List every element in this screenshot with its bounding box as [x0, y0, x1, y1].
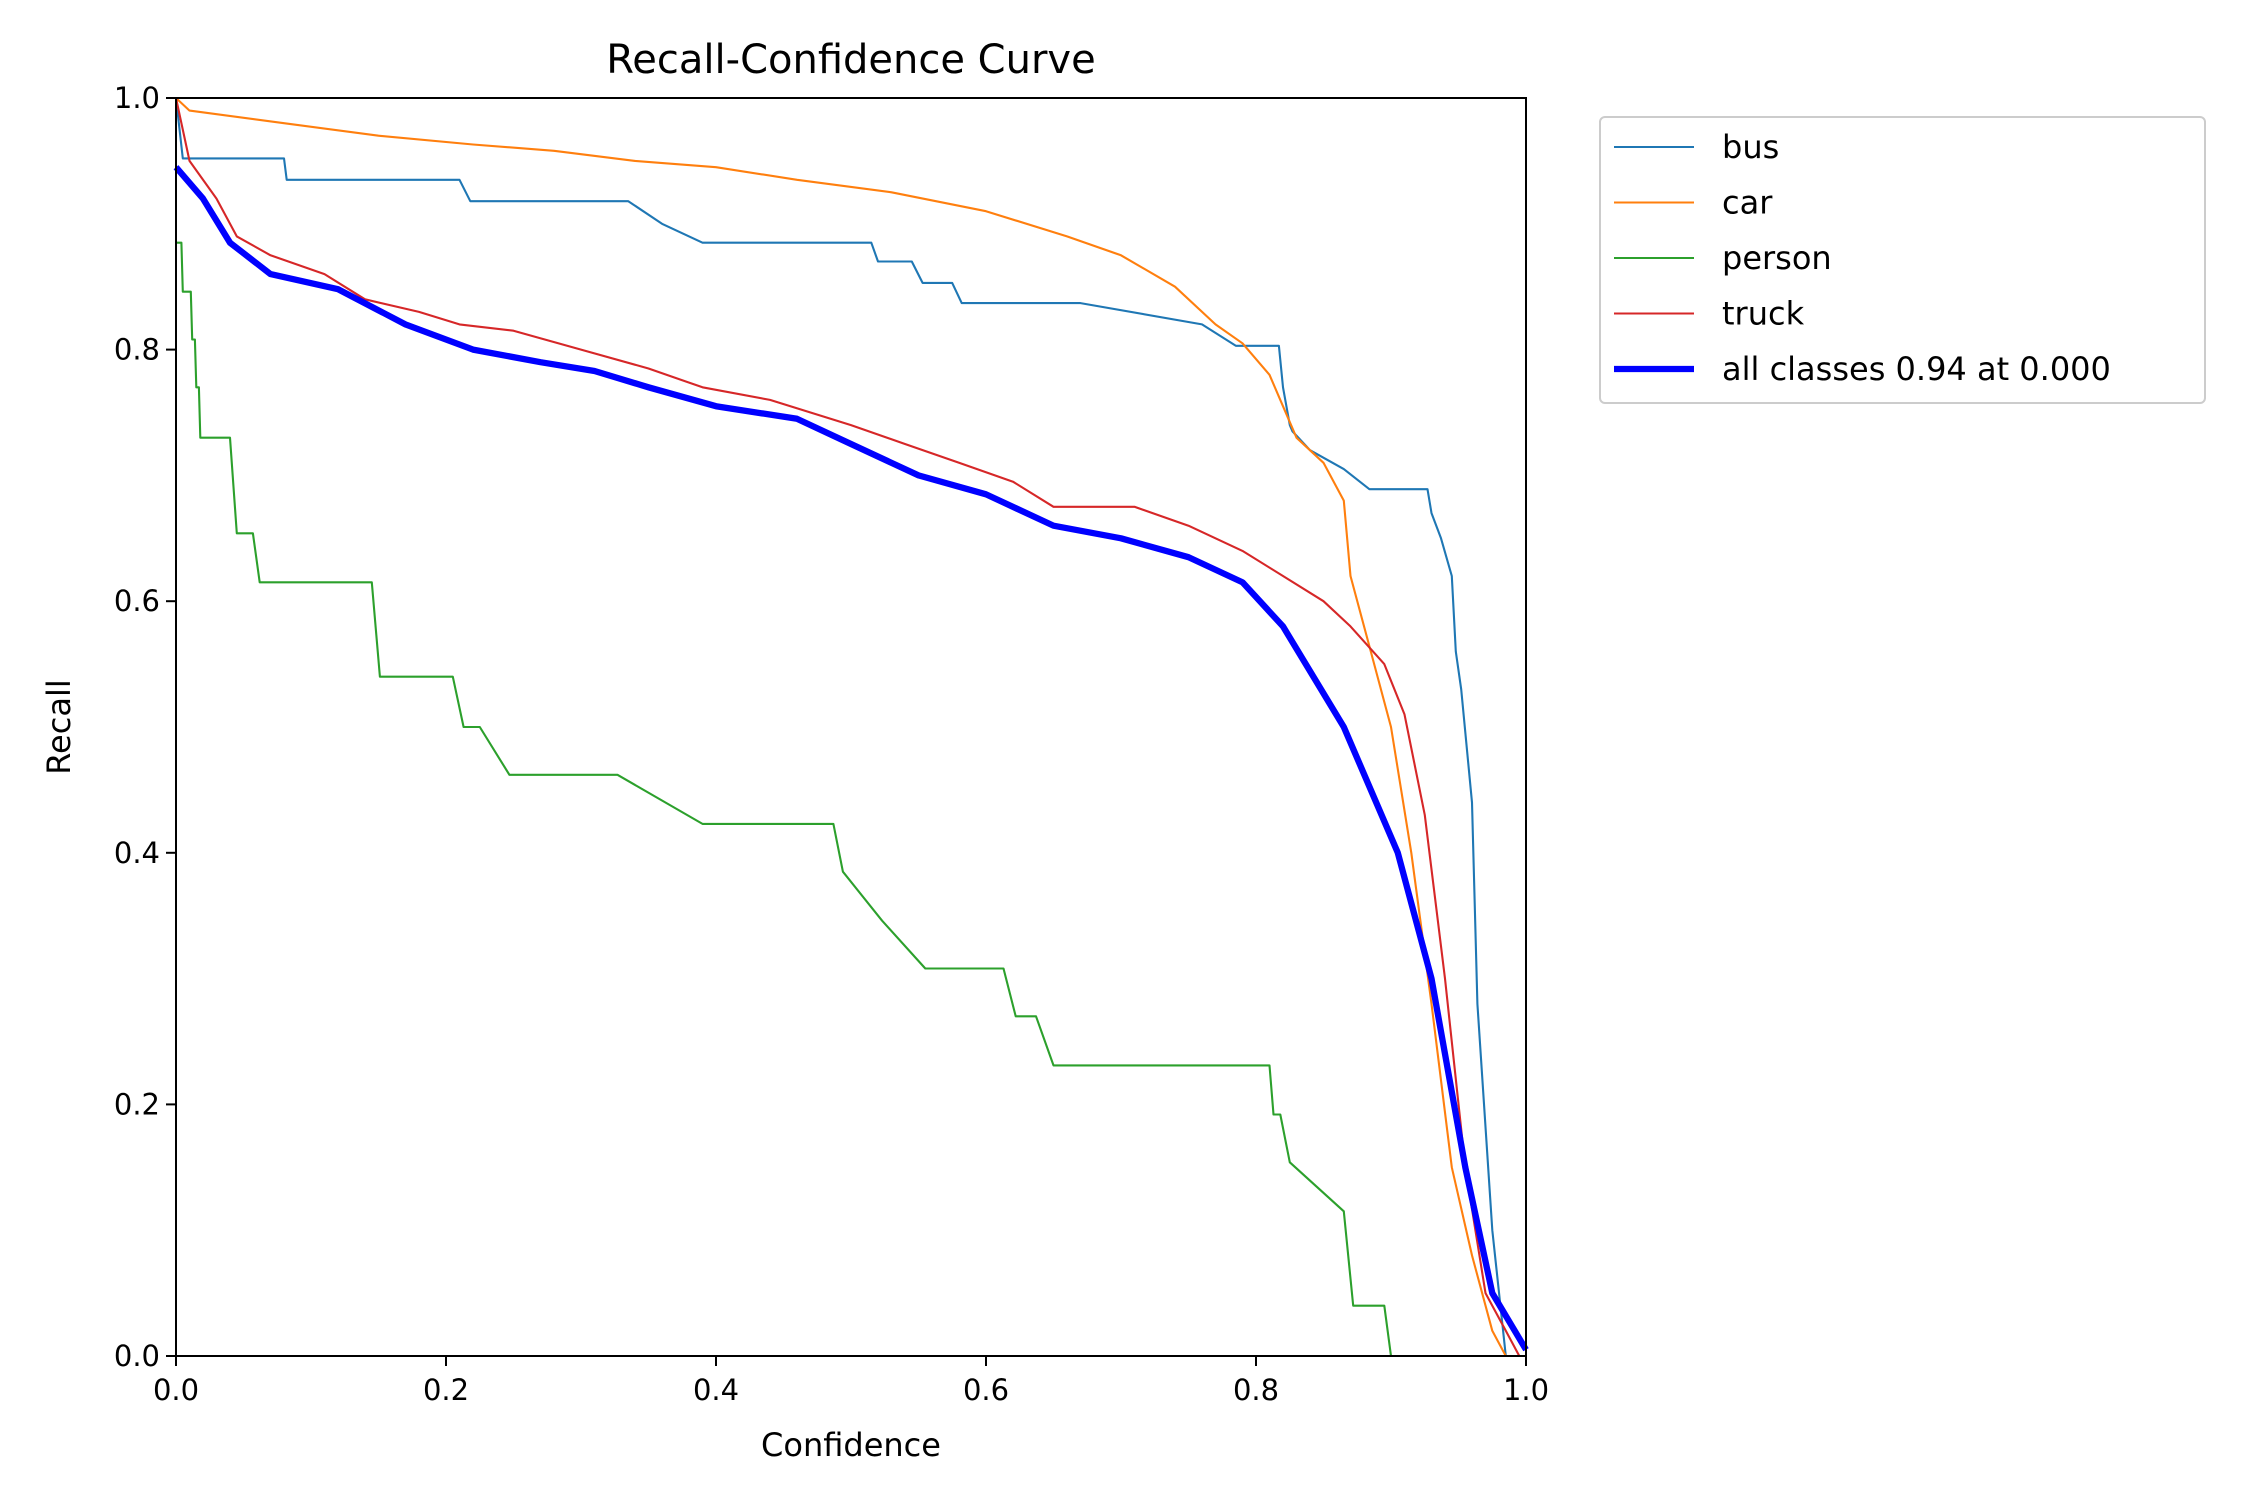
legend-item: all classes 0.94 at 0.000: [1614, 350, 2111, 388]
y-tick-label: 0.0: [114, 1339, 160, 1373]
legend-item: bus: [1614, 128, 1779, 166]
plot-frame: [175, 97, 1527, 1357]
y-tick-label: 0.6: [114, 584, 160, 618]
legend-label: bus: [1722, 128, 1779, 166]
y-tick-label: 0.8: [114, 333, 160, 367]
x-tick-label: 0.6: [963, 1373, 1009, 1407]
x-tick-label: 0.8: [1233, 1373, 1279, 1407]
series-line-all: [173, 165, 1529, 1352]
y-tick-label: 0.2: [114, 1087, 160, 1121]
x-tick-label: 0.4: [693, 1373, 739, 1407]
x-tick-label: 0.0: [153, 1373, 199, 1407]
series-line-person: [176, 241, 1506, 1358]
legend-box: [1599, 116, 2206, 404]
y-tick-label: 1.0: [114, 81, 160, 115]
legend-label: person: [1722, 239, 1832, 277]
x-axis-ticks: 0.0 0.2 0.4 0.6 0.8 1.0: [153, 1356, 1549, 1407]
legend-item: car: [1614, 184, 1773, 222]
legend-item: person: [1614, 239, 1832, 277]
series-line-truck: [174, 97, 1526, 1358]
x-tick-label: 1.0: [1503, 1373, 1549, 1407]
legend-label: all classes 0.94 at 0.000: [1722, 350, 2111, 388]
y-axis-ticks: 0.0 0.2 0.4 0.6 0.8 1.0: [114, 81, 176, 1373]
series-line-car: [175, 97, 1526, 1358]
chart-title: Recall-Confidence Curve: [606, 37, 1095, 83]
x-axis-label: Confidence: [761, 1426, 941, 1464]
series-lines: [173, 97, 1529, 1358]
legend-item: truck: [1614, 295, 1805, 333]
y-tick-label: 0.4: [114, 836, 160, 870]
y-axis-label: Recall: [40, 679, 78, 774]
x-tick-label: 0.2: [423, 1373, 469, 1407]
legend-label: truck: [1722, 295, 1805, 333]
legend: bus car person truck all classes 0.94 at 0.0…: [1599, 116, 2206, 404]
series-line-bus: [174, 97, 1526, 1358]
legend-label: car: [1722, 184, 1773, 222]
